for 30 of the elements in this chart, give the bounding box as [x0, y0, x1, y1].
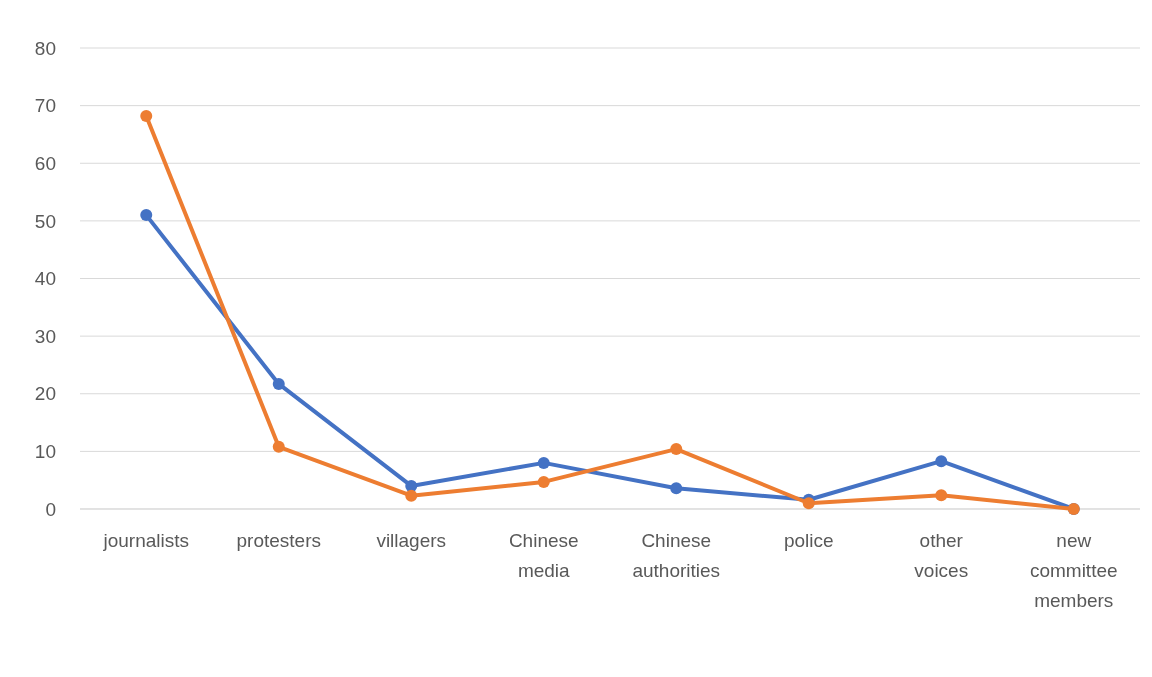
x-tick-label: Chinese media	[508, 530, 579, 581]
point	[537, 475, 550, 488]
y-tick-label: 70	[34, 95, 56, 117]
x-tick-label: journalists	[102, 530, 190, 551]
point	[272, 377, 285, 390]
y-tick-label: 60	[34, 152, 56, 174]
x-tick-label: new committee members	[1029, 530, 1118, 611]
x-tick-label: villagers	[376, 530, 447, 551]
point	[140, 209, 153, 222]
point	[670, 482, 683, 495]
point	[140, 110, 153, 122]
x-tick-label: police	[783, 530, 834, 551]
point	[272, 440, 285, 453]
x-tick-label: other voices	[914, 530, 969, 581]
y-tick-label: 80	[34, 37, 56, 59]
point	[405, 489, 418, 502]
point	[935, 489, 948, 502]
point	[670, 443, 683, 456]
x-tick-label: Chinese authorities	[632, 530, 721, 581]
y-tick-label: 0	[45, 498, 56, 520]
y-tick-label: 10	[34, 441, 56, 463]
point	[802, 497, 815, 510]
point	[405, 479, 418, 492]
y-tick-label: 30	[34, 325, 56, 347]
y-tick-label: 50	[34, 210, 56, 232]
y-tick-label: 40	[34, 268, 56, 290]
x-tick-label: protesters	[236, 530, 321, 551]
point	[935, 455, 948, 468]
point	[537, 456, 550, 469]
y-tick-label: 20	[34, 383, 56, 405]
